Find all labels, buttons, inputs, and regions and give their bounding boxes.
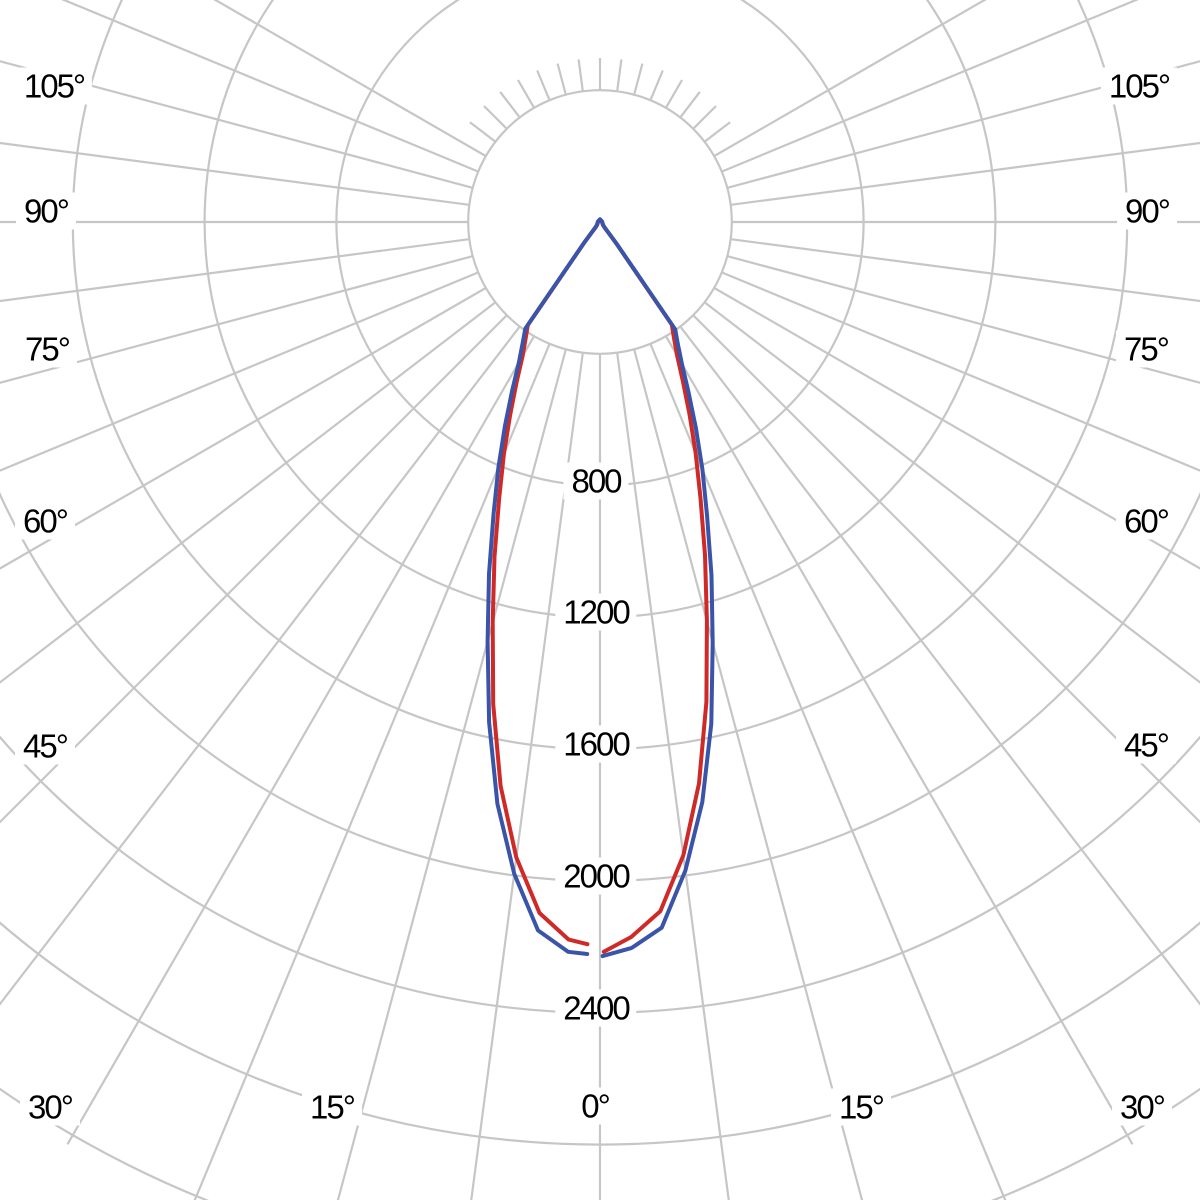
angle-label-0-center: 0° xyxy=(573,1087,617,1125)
angle-label-105-right: 105° xyxy=(1100,67,1178,105)
angle-label-60-left: 60° xyxy=(15,502,75,540)
angle-label-15-left: 15° xyxy=(302,1088,362,1126)
angle-label-90-right: 90° xyxy=(1117,192,1177,230)
angle-label-90-left: 90° xyxy=(16,192,76,230)
blue-curve-left-half xyxy=(485,217,602,956)
angle-label-30-left: 30° xyxy=(20,1088,80,1126)
angle-label-45-right: 45° xyxy=(1116,726,1176,764)
intensity-curves xyxy=(485,217,715,959)
angle-label-45-left: 45° xyxy=(15,727,75,765)
ring-label-1600: 1600 xyxy=(555,725,637,763)
angle-label-75-left: 75° xyxy=(17,330,77,368)
ring-label-1200: 1200 xyxy=(555,593,637,631)
angle-label-75-right: 75° xyxy=(1116,330,1176,368)
ring-label-2400: 2400 xyxy=(555,989,637,1027)
angle-label-15-right: 15° xyxy=(831,1088,891,1126)
angle-label-60-right: 60° xyxy=(1116,502,1176,540)
angle-label-30-right: 30° xyxy=(1112,1088,1172,1126)
ring-label-2000: 2000 xyxy=(555,857,637,895)
angle-label-105-left: 105° xyxy=(15,67,93,105)
blue-curve-right-half xyxy=(598,217,715,959)
ring-label-800: 800 xyxy=(563,462,629,500)
